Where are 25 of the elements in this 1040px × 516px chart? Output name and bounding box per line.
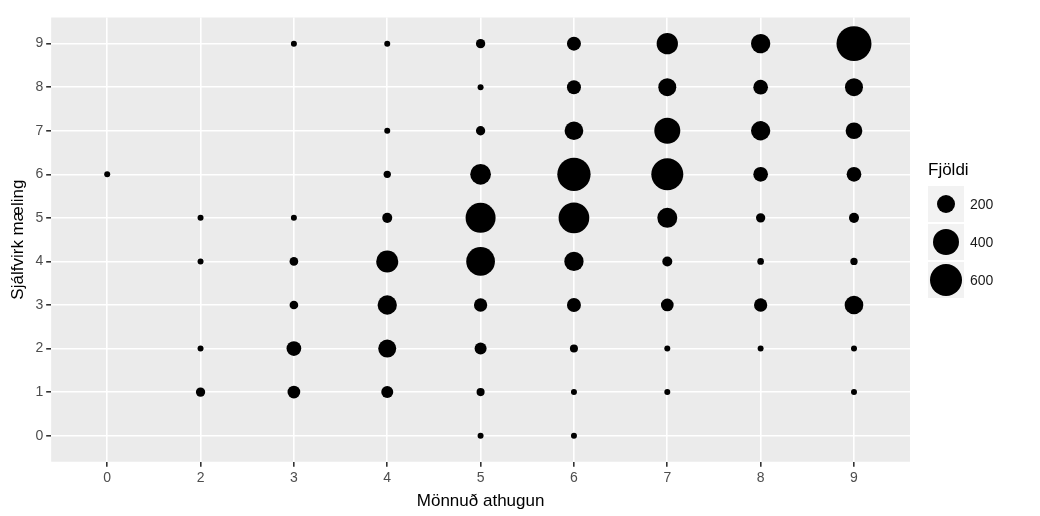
x-tick-label: 9 xyxy=(850,469,859,486)
legend-label: 400 xyxy=(970,234,994,250)
y-tick-label: 3 xyxy=(35,295,44,312)
x-tick-label: 7 xyxy=(663,469,672,486)
y-tick-label: 7 xyxy=(35,121,44,138)
y-tick-label: 1 xyxy=(35,382,44,399)
y-axis-title: Sjálfvirk mæling xyxy=(7,179,27,300)
x-tick-label: 0 xyxy=(103,469,112,486)
x-tick-label: 4 xyxy=(383,469,392,486)
y-tick-label: 2 xyxy=(35,339,44,356)
legend-label: 200 xyxy=(970,196,994,212)
x-tick-label: 2 xyxy=(196,469,205,486)
y-tick-label: 6 xyxy=(35,165,44,182)
x-tick-label: 5 xyxy=(476,469,485,486)
y-tick-label: 0 xyxy=(35,426,44,443)
y-tick-label: 9 xyxy=(35,34,44,51)
x-tick-label: 3 xyxy=(290,469,298,486)
y-tick-label: 4 xyxy=(35,252,44,269)
x-axis-title: Mönnuð athugun xyxy=(416,491,545,511)
x-tick-label: 8 xyxy=(756,469,765,486)
y-tick-label: 5 xyxy=(35,208,44,225)
x-tick-label: 6 xyxy=(570,469,579,486)
y-tick-label: 8 xyxy=(35,78,44,95)
legend-label: 600 xyxy=(970,272,994,288)
legend-title: Fjöldi xyxy=(928,160,970,180)
